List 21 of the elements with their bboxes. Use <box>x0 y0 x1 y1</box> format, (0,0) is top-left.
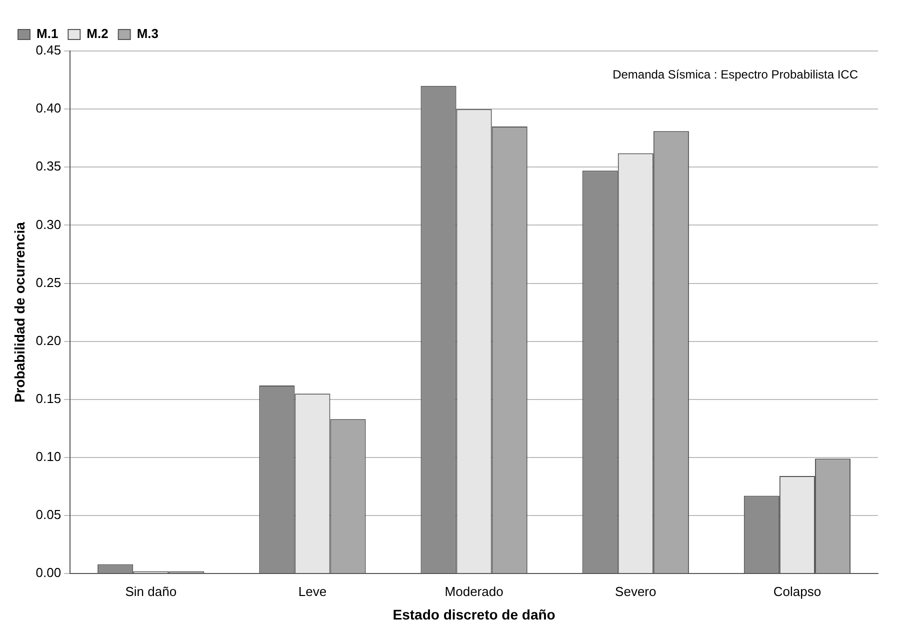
y-tick-label: 0.05 <box>36 507 62 522</box>
x-tick-label: Severo <box>615 584 656 599</box>
y-tick-label: 0.10 <box>36 449 62 464</box>
legend-label: M.2 <box>86 26 108 42</box>
x-tick-label: Moderado <box>444 584 504 599</box>
y-tick-label: 0.25 <box>36 274 62 290</box>
y-axis-title: Probabilidad de ocurrencia <box>11 222 28 403</box>
y-tick-label: 0.00 <box>36 565 62 580</box>
y-tick-label: 0.40 <box>36 100 62 116</box>
x-tick-label: Sin daño <box>125 584 177 599</box>
y-tick-label: 0.20 <box>36 332 62 348</box>
x-tick-label: Leve <box>298 584 327 599</box>
x-tick-label: Colapso <box>773 584 822 599</box>
y-tick-label: 0.15 <box>36 390 62 406</box>
x-axis-title: Estado discreto de daño <box>392 606 556 622</box>
y-tick-label: 0.45 <box>36 42 62 58</box>
annotation: Demanda Sísmica : Espectro Probabilista ICC <box>612 67 858 82</box>
legend-label: M.3 <box>136 26 159 42</box>
legend-label: M.1 <box>36 26 58 42</box>
y-tick-label: 0.30 <box>36 216 62 232</box>
y-tick-label: 0.35 <box>36 158 62 174</box>
